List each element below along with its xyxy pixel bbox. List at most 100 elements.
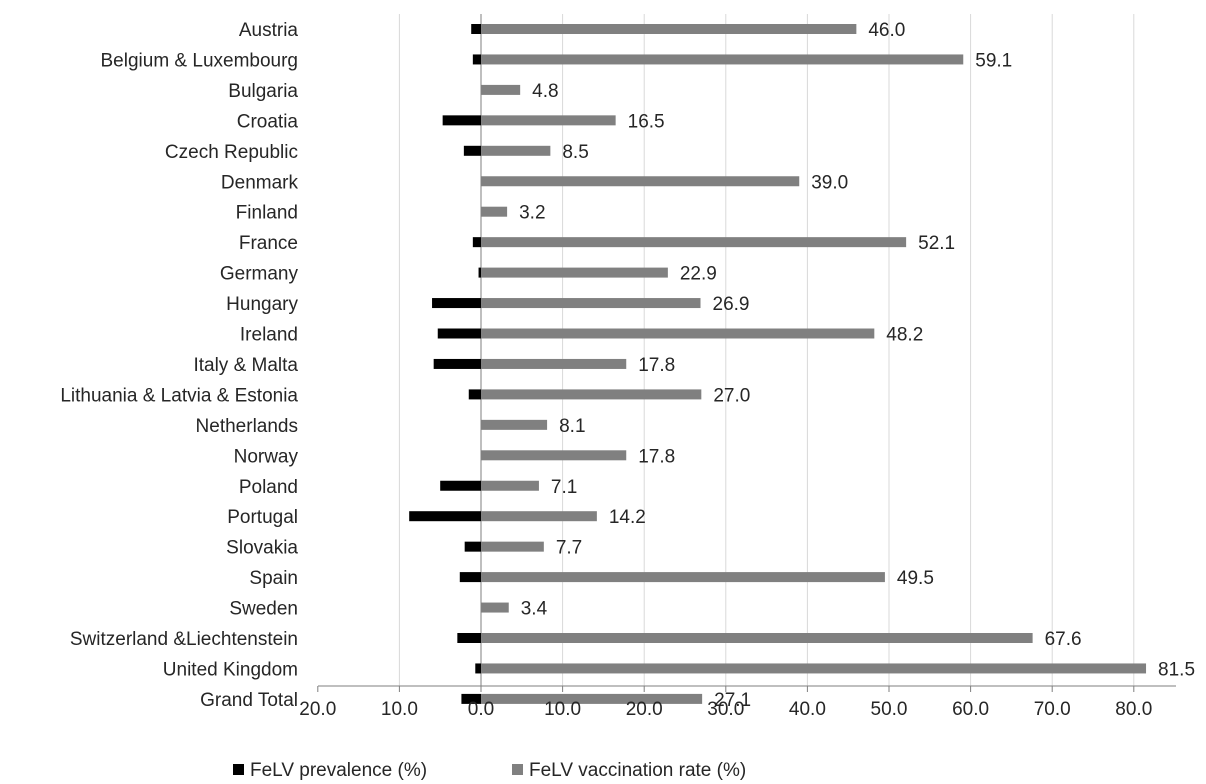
category-labels: Austria Belgium & Luxembourg Bulgaria Croat…: [60, 20, 298, 711]
data-label-vaccination: 27.1: [714, 690, 751, 711]
legend-label-vaccination: FeLV vaccination rate (%): [529, 760, 746, 781]
category-label: Netherlands: [196, 416, 298, 437]
category-label: France: [239, 233, 298, 254]
prevalence-series: [409, 24, 481, 704]
category-label: Sweden: [229, 599, 298, 620]
bar-vaccination: [481, 358, 627, 369]
bar-vaccination: [481, 633, 1033, 643]
bar-vaccination: [481, 419, 548, 430]
category-label: Finland: [236, 203, 298, 224]
category-label: Poland: [239, 477, 298, 498]
x-tick-label: 20.0: [299, 699, 336, 720]
bar-vaccination: [481, 511, 597, 522]
bar-vaccination: [481, 176, 800, 187]
bar-prevalence: [457, 633, 481, 643]
x-tick-label: 30.0: [707, 699, 744, 720]
data-label-vaccination: 3.2: [519, 203, 545, 224]
data-labels: 46.0 59.1 4.8 16.5 8.5 39.0 3.2 52.1 22.9 26.9 48.…: [519, 20, 1195, 711]
data-label-vaccination: 17.8: [638, 446, 675, 467]
bar-prevalence: [409, 511, 481, 522]
bar-vaccination: [481, 206, 508, 217]
data-label-vaccination: 26.9: [713, 294, 750, 315]
bar-vaccination: [481, 572, 885, 583]
bar-prevalence: [433, 358, 481, 369]
bar-prevalence: [437, 328, 481, 339]
category-label: Bulgaria: [228, 81, 298, 102]
data-label-vaccination: 14.2: [609, 507, 646, 528]
category-label: Grand Total: [200, 690, 298, 711]
data-label-vaccination: 22.9: [680, 264, 717, 285]
data-label-vaccination: 67.6: [1045, 629, 1082, 650]
x-tick-label: 10.0: [381, 699, 418, 720]
data-label-vaccination: 48.2: [886, 325, 923, 346]
x-tick-label: 0.0: [468, 699, 494, 720]
legend: FeLV prevalence (%) FeLV vaccination rat…: [233, 760, 746, 781]
data-label-vaccination: 8.5: [562, 142, 588, 163]
bar-prevalence: [472, 54, 481, 65]
bar-prevalence: [463, 145, 481, 156]
bar-vaccination: [481, 541, 544, 552]
bar-vaccination: [481, 54, 964, 65]
data-label-vaccination: 7.1: [551, 477, 577, 498]
category-label: Czech Republic: [165, 142, 298, 163]
x-tick-label: 20.0: [626, 699, 663, 720]
data-label-vaccination: 46.0: [868, 20, 905, 41]
bar-prevalence: [440, 480, 481, 491]
legend-swatch-prevalence: [233, 764, 244, 775]
bar-vaccination: [481, 145, 551, 156]
category-label: Denmark: [221, 172, 299, 193]
bar-vaccination: [481, 663, 1147, 674]
bar-prevalence: [478, 267, 481, 278]
category-label: United Kingdom: [163, 659, 298, 680]
category-label: Croatia: [237, 111, 299, 132]
bar-vaccination: [481, 450, 627, 461]
category-label: Switzerland &Liechtenstein: [70, 629, 298, 650]
data-label-vaccination: 27.0: [713, 385, 750, 406]
category-label: Spain: [249, 568, 298, 589]
bar-prevalence: [464, 541, 481, 552]
bar-prevalence: [461, 693, 481, 704]
x-tick-label: 50.0: [871, 699, 908, 720]
x-axis: 20.0 10.0 0.0 10.0 20.0 30.0 40.0 50.0 60.0 70.0 8…: [299, 685, 1176, 720]
bar-prevalence: [472, 237, 481, 248]
x-tick-label: 80.0: [1115, 699, 1152, 720]
data-label-vaccination: 59.1: [975, 50, 1012, 71]
data-label-vaccination: 16.5: [628, 111, 665, 132]
legend-swatch-vaccination: [512, 764, 523, 775]
bar-prevalence: [475, 663, 481, 674]
vaccination-series: [481, 24, 1147, 704]
data-label-vaccination: 7.7: [556, 538, 582, 559]
category-label: Norway: [234, 446, 299, 467]
category-label: Germany: [220, 264, 299, 285]
bar-vaccination: [481, 693, 703, 704]
data-label-vaccination: 8.1: [559, 416, 585, 437]
x-tick-label: 60.0: [952, 699, 989, 720]
category-label: Austria: [239, 20, 299, 41]
bar-prevalence: [471, 24, 481, 34]
data-label-vaccination: 52.1: [918, 233, 955, 254]
bar-vaccination: [481, 328, 875, 339]
bar-prevalence: [442, 115, 481, 126]
x-tick-label: 40.0: [789, 699, 826, 720]
category-label: Portugal: [227, 507, 298, 528]
bar-vaccination: [481, 267, 668, 278]
gridlines: [398, 14, 1135, 686]
category-label: Slovakia: [226, 538, 298, 559]
bar-vaccination: [481, 602, 509, 613]
bar-prevalence: [459, 572, 481, 583]
bar-vaccination: [481, 115, 616, 126]
category-label: Belgium & Luxembourg: [101, 50, 299, 71]
data-label-vaccination: 39.0: [811, 172, 848, 193]
category-label: Italy & Malta: [193, 355, 298, 376]
bar-vaccination: [481, 24, 857, 34]
bar-vaccination: [481, 480, 539, 491]
category-label: Hungary: [226, 294, 298, 315]
data-label-vaccination: 4.8: [532, 81, 558, 102]
data-label-vaccination: 3.4: [521, 599, 548, 620]
data-label-vaccination: 17.8: [638, 355, 675, 376]
bar-vaccination: [481, 298, 701, 309]
category-label: Ireland: [240, 325, 298, 346]
category-label: Lithuania & Latvia & Estonia: [60, 385, 298, 406]
data-label-vaccination: 81.5: [1158, 659, 1195, 680]
